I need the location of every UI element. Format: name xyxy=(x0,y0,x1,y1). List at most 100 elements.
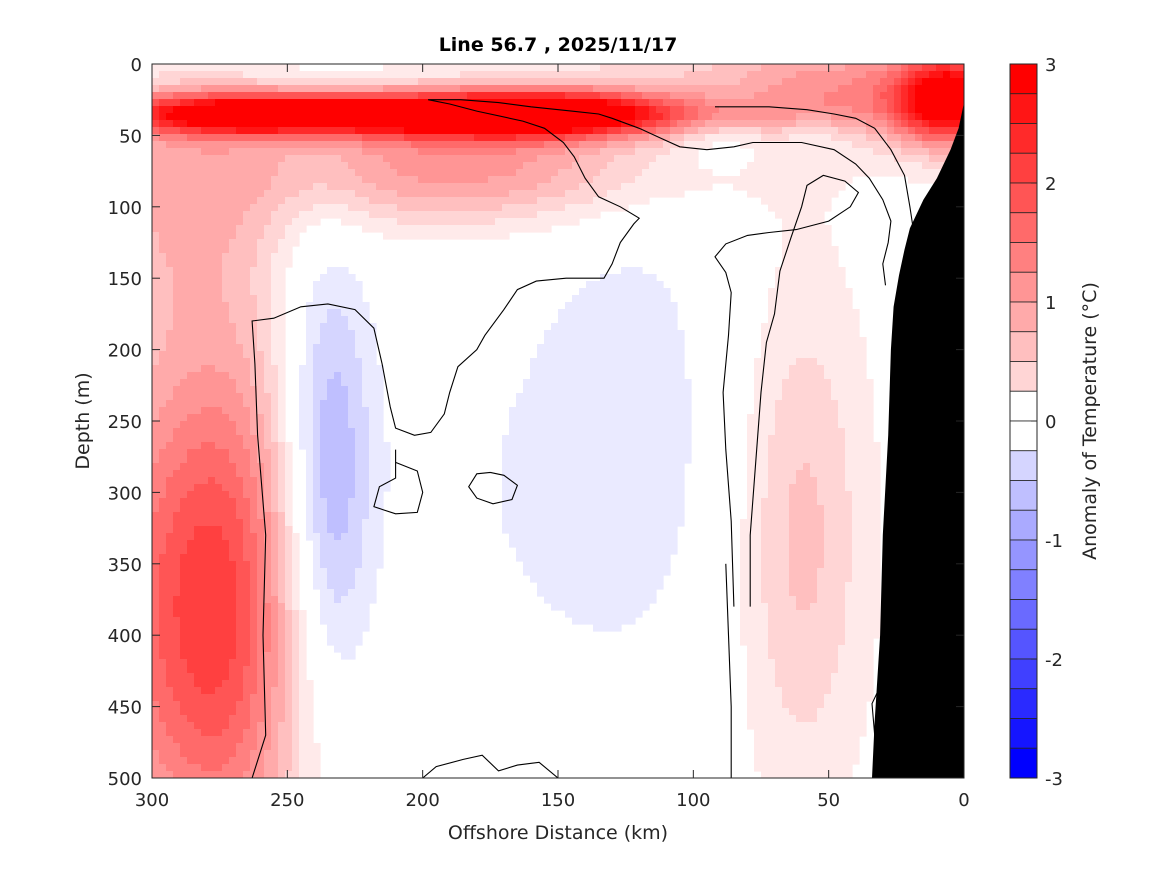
contour-cell xyxy=(565,540,573,548)
contour-cell xyxy=(369,554,377,562)
contour-cell xyxy=(600,575,608,583)
contour-cell xyxy=(257,386,265,394)
contour-cell xyxy=(572,169,580,177)
contour-cell xyxy=(208,309,216,317)
contour-cell xyxy=(376,393,384,401)
contour-cell xyxy=(313,449,321,457)
contour-cell xyxy=(600,71,608,79)
contour-cell xyxy=(600,470,608,478)
contour-cell xyxy=(628,281,636,289)
contour-cell xyxy=(488,169,496,177)
contour-cell xyxy=(614,379,622,387)
contour-cell xyxy=(229,281,237,289)
contour-cell xyxy=(348,274,356,282)
contour-cell xyxy=(544,442,552,450)
contour-cell xyxy=(677,498,685,506)
contour-cell xyxy=(166,232,174,240)
contour-cell xyxy=(201,463,209,471)
contour-cell xyxy=(579,204,587,212)
contour-cell xyxy=(236,330,244,338)
contour-cell xyxy=(215,414,223,422)
contour-cell xyxy=(369,372,377,380)
contour-cell xyxy=(628,316,636,324)
contour-cell xyxy=(355,463,363,471)
contour-cell xyxy=(502,106,510,114)
contour-cell xyxy=(278,288,286,296)
contour-cell xyxy=(677,463,685,471)
contour-cell xyxy=(593,442,601,450)
contour-cell xyxy=(166,302,174,310)
contour-cell xyxy=(502,162,510,170)
contour-cell xyxy=(544,393,552,401)
contour-cell xyxy=(460,78,468,86)
contour-cell xyxy=(621,64,629,72)
contour-cell xyxy=(159,540,167,548)
contour-cell xyxy=(663,113,671,121)
contour-cell xyxy=(621,365,629,373)
contour-cell xyxy=(509,169,517,177)
contour-cell xyxy=(565,85,573,93)
contour-cell xyxy=(537,218,545,226)
contour-cell xyxy=(264,526,272,534)
contour-cell xyxy=(278,239,286,247)
contour-cell xyxy=(551,582,559,590)
contour-cell xyxy=(285,540,293,548)
contour-cell xyxy=(551,519,559,527)
contour-cell xyxy=(278,400,286,408)
contour-cell xyxy=(236,225,244,233)
contour-cell xyxy=(649,106,657,114)
contour-cell xyxy=(362,449,370,457)
contour-cell xyxy=(250,701,258,709)
contour-cell xyxy=(292,211,300,219)
contour-cell xyxy=(250,708,258,716)
contour-cell xyxy=(551,435,559,443)
contour-cell xyxy=(656,526,664,534)
contour-cell xyxy=(355,148,363,156)
contour-cell xyxy=(229,533,237,541)
contour-cell xyxy=(208,491,216,499)
contour-cell xyxy=(656,351,664,359)
contour-cell xyxy=(362,365,370,373)
contour-cell xyxy=(173,708,181,716)
contour-cell xyxy=(600,204,608,212)
contour-cell xyxy=(558,323,566,331)
contour-cell xyxy=(369,71,377,79)
contour-cell xyxy=(222,736,230,744)
contour-cell xyxy=(579,547,587,555)
contour-cell xyxy=(180,554,188,562)
contour-cell xyxy=(537,582,545,590)
contour-cell xyxy=(320,365,328,373)
contour-cell xyxy=(264,659,272,667)
contour-cell xyxy=(173,421,181,429)
contour-cell xyxy=(614,393,622,401)
contour-cell xyxy=(453,218,461,226)
contour-cell xyxy=(607,414,615,422)
contour-cell xyxy=(348,484,356,492)
contour-cell xyxy=(348,470,356,478)
contour-cell xyxy=(369,442,377,450)
contour-cell xyxy=(607,316,615,324)
contour-cell xyxy=(523,484,531,492)
contour-cell xyxy=(628,568,636,576)
contour-cell xyxy=(236,673,244,681)
contour-cell xyxy=(502,148,510,156)
contour-cell xyxy=(355,617,363,625)
contour-cell xyxy=(551,92,559,100)
contour-cell xyxy=(530,477,538,485)
contour-cell xyxy=(201,267,209,275)
contour-cell xyxy=(467,78,475,86)
contour-cell xyxy=(376,176,384,184)
contour-cell xyxy=(229,400,237,408)
contour-cell xyxy=(362,78,370,86)
contour-cell xyxy=(656,512,664,520)
contour-cell xyxy=(306,85,314,93)
contour-cell xyxy=(649,596,657,604)
contour-cell xyxy=(236,197,244,205)
contour-cell xyxy=(222,456,230,464)
contour-cell xyxy=(152,694,160,702)
contour-cell xyxy=(670,155,678,163)
contour-cell xyxy=(677,64,685,72)
contour-cell xyxy=(355,610,363,618)
contour-cell xyxy=(299,435,307,443)
contour-cell xyxy=(621,106,629,114)
